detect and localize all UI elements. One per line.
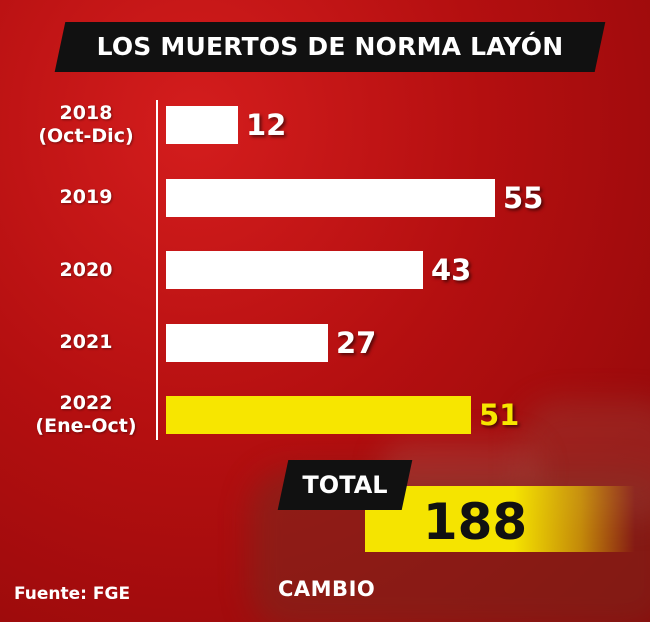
data-label: 55 — [503, 180, 544, 215]
total-value: 188 — [422, 493, 528, 551]
bar — [166, 251, 423, 289]
chart-title: LOS MUERTOS DE NORMA LAYÓN — [96, 32, 564, 61]
category-label-line: 2019 — [59, 186, 113, 208]
category-label-line: 2020 — [59, 258, 113, 281]
data-label: 27 — [336, 325, 377, 360]
category-axis-line — [156, 100, 158, 440]
category-label-line: 2022 — [59, 392, 113, 414]
bar — [166, 323, 328, 362]
bar — [166, 396, 471, 434]
bar — [166, 106, 238, 144]
data-label: 12 — [246, 108, 287, 142]
category-label: 2019 — [20, 186, 152, 209]
data-label: 51 — [479, 398, 520, 432]
category-label-line: (Ene-Oct) — [35, 415, 137, 437]
category-label-line: 2018 — [59, 102, 113, 124]
source-note: Fuente: FGE — [14, 584, 131, 604]
total-highlight-strip — [365, 486, 635, 552]
category-label: 2021 — [20, 331, 152, 354]
cambio-logo: CAMBIO — [278, 577, 376, 601]
category-label-line: (Oct-Dic) — [38, 125, 134, 147]
category-label-line: 2021 — [59, 331, 113, 353]
category-label: 2022 (Ene-Oct) — [20, 392, 152, 438]
bar — [166, 178, 495, 217]
category-label: 2018 (Oct-Dic) — [20, 102, 152, 148]
total-label: TOTAL — [302, 471, 388, 499]
data-label: 43 — [431, 253, 472, 287]
category-label: 2020 — [20, 259, 152, 282]
